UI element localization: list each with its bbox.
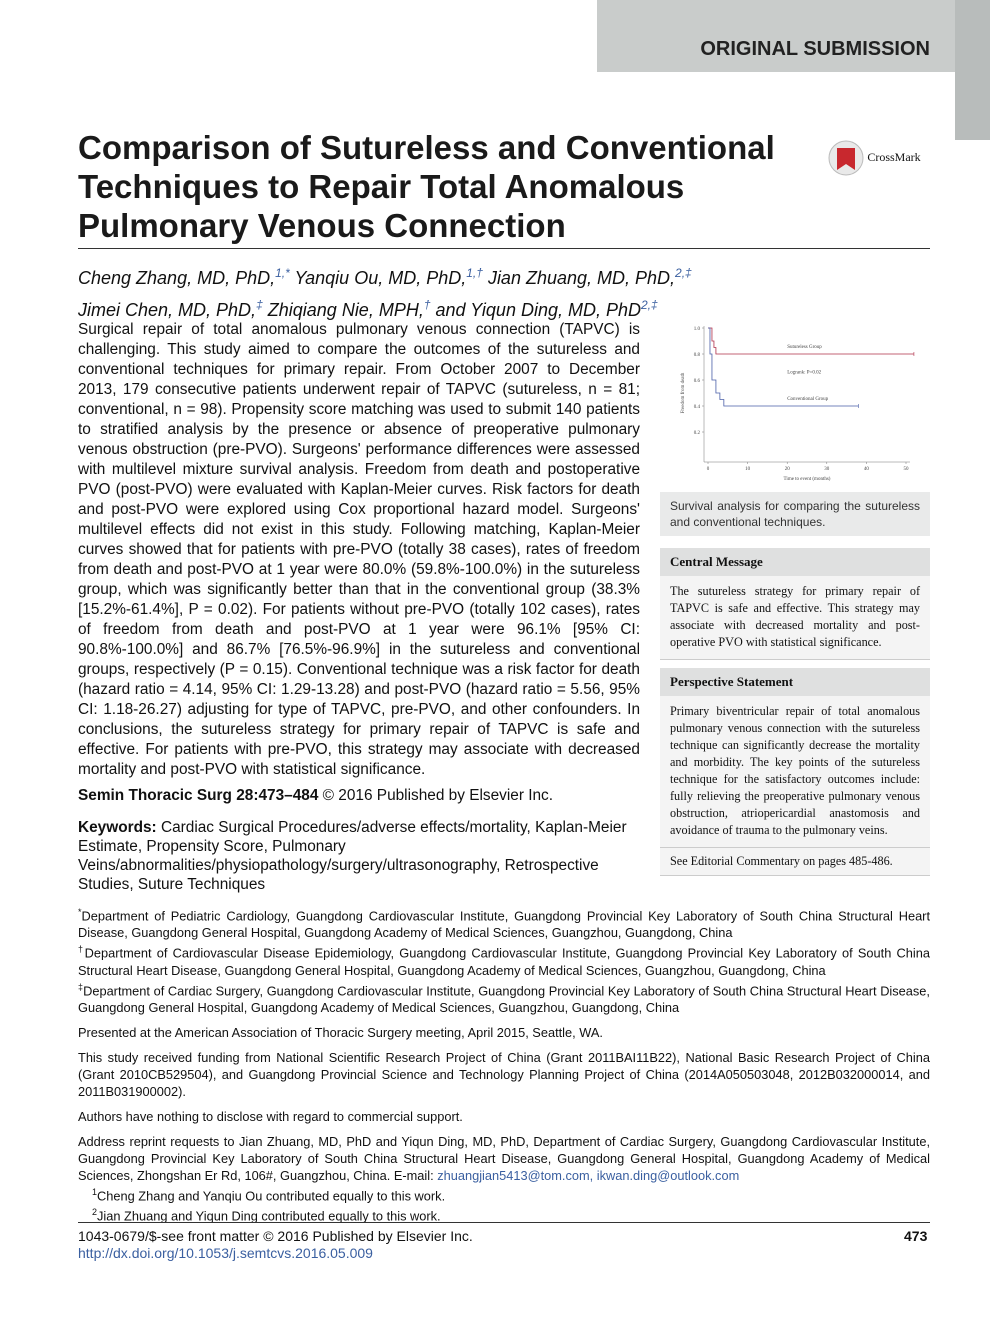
y-axis-label: Freedom from death [681, 372, 686, 413]
x-tick-label: 40 [864, 467, 870, 472]
x-tick-label: 10 [745, 467, 751, 472]
x-tick-label: 30 [824, 467, 830, 472]
symbol: ‡ [78, 981, 84, 992]
affiliations: *Department of Pediatric Cardiology, Gua… [78, 904, 930, 1016]
contribution: 2Jian Zhuang and Yiqun Ding contributed … [78, 1204, 930, 1224]
citation: Semin Thoracic Surg 28:473–484 © 2016 Pu… [78, 787, 553, 805]
figure-caption: Survival analysis for comparing the sutu… [660, 492, 930, 536]
text: Department of Cardiovascular Disease Epi… [78, 945, 930, 978]
y-tick-label: 0.2 [694, 431, 701, 436]
doi[interactable]: http://dx.doi.org/10.1053/j.semtcvs.2016… [78, 1245, 373, 1261]
central-message: Central Message The sutureless strategy … [660, 548, 930, 660]
title: Comparison of Sutureless and Conventiona… [78, 129, 775, 244]
y-tick-label: 0.8 [694, 353, 701, 358]
box-text: Primary biventricular repair of total an… [670, 704, 920, 837]
footnotes: *Department of Pediatric Cardiology, Gua… [78, 904, 930, 1224]
perspective: Perspective Statement Primary biventricu… [660, 668, 930, 848]
author: Yanqiu Ou, MD, PhD, [294, 268, 467, 288]
author: Jian Zhuang, MD, PhD, [487, 268, 676, 288]
keywords: Keywords: Cardiac Surgical Procedures/ad… [78, 818, 640, 894]
author: Zhiqiang Nie, MPH, [267, 300, 424, 320]
survival-line [708, 327, 859, 407]
symbol: 1 [92, 1186, 98, 1197]
symbol: 2 [92, 1207, 98, 1218]
editorial-note: See Editorial Commentary on pages 485-48… [660, 848, 930, 876]
edge-tab [955, 0, 990, 140]
author: Cheng Zhang, MD, PhD, [78, 268, 276, 288]
series-label: Sutureless Group [787, 345, 822, 350]
text: Jian Zhuang and Yiqun Ding contributed e… [97, 1208, 441, 1224]
crossmark-text: CrossMark [867, 150, 921, 165]
text: Department of Pediatric Cardiology, Guan… [78, 908, 930, 941]
author-affiliation: 1,* [275, 266, 290, 280]
box-text: The sutureless strategy for primary repa… [670, 584, 920, 649]
address-text: Address reprint requests to Jian Zhuang,… [78, 1133, 930, 1183]
presented: Presented at the American Association of… [78, 1024, 603, 1040]
funding: This study received funding from Nationa… [78, 1049, 930, 1099]
y-tick-label: 1.0 [694, 327, 701, 332]
issn: 1043-0679/$-see front matter © 2016 Publ… [78, 1228, 473, 1244]
crossmark-icon [828, 140, 864, 176]
text: Department of Cardiac Surgery, Guangdong… [78, 982, 930, 1015]
chart: 0.2 0.4 0.6 0.8 1.0 0 10 20 30 40 50 Time to event … [681, 326, 915, 482]
abstract: Surgical repair of total anomalous pulmo… [78, 321, 640, 778]
x-axis-label: Time to event (months) [784, 477, 831, 482]
affiliation: ‡Department of Cardiac Surgery, Guangdon… [78, 979, 930, 1016]
affiliation: *Department of Pediatric Cardiology, Gua… [78, 904, 930, 941]
author: Jimei Chen, MD, PhD, [78, 300, 257, 320]
author-affiliation: 2,‡ [640, 298, 658, 312]
footer-rule [78, 1222, 930, 1223]
author-affiliation: 1,† [466, 266, 483, 280]
section-label: ORIGINAL SUBMISSION [700, 38, 930, 60]
symbol: † [78, 944, 85, 955]
disclosure: Authors have nothing to disclose with re… [78, 1108, 463, 1124]
crossmark[interactable]: CrossMark [828, 140, 921, 176]
copyright: © 2016 Published by Elsevier Inc. [322, 787, 554, 804]
author-affiliation: 2,‡ [675, 266, 692, 280]
address: Address reprint requests to Jian Zhuang,… [78, 1133, 930, 1184]
y-tick-label: 0.6 [694, 379, 701, 384]
box-heading: Perspective Statement [660, 668, 930, 696]
authors: Cheng Zhang, MD, PhD,1,* Yanqiu Ou, MD, … [78, 260, 838, 324]
rule [78, 248, 930, 249]
symbol: * [78, 907, 82, 917]
series-label: Conventional Group [787, 397, 828, 402]
text: Cheng Zhang and Yanqiu Ou contributed eq… [97, 1188, 446, 1204]
box-heading: Central Message [660, 548, 930, 576]
annotation: Logrank: P=0.02 [787, 371, 821, 376]
affiliation: †Department of Cardiovascular Disease Ep… [78, 941, 930, 978]
survival-line [708, 327, 914, 355]
y-tick-label: 0.4 [694, 405, 701, 410]
author-affiliation: ‡ [256, 298, 263, 312]
keywords-text: Cardiac Surgical Procedures/adverse effe… [78, 819, 627, 893]
x-tick-label: 0 [707, 467, 710, 472]
contribution: 1Cheng Zhang and Yanqiu Ou contributed e… [78, 1184, 930, 1204]
journal: Semin Thoracic Surg 28:473–484 [78, 787, 319, 804]
page-number: 473 [904, 1228, 928, 1244]
keywords-label: Keywords: [78, 819, 157, 836]
author: and Yiqun Ding, MD, PhD [435, 300, 641, 320]
author-affiliation: † [423, 298, 431, 312]
email[interactable]: zhuangjian5413@tom.com, ikwan.ding@outlo… [437, 1167, 740, 1183]
x-tick-label: 20 [785, 467, 791, 472]
header-band: ORIGINAL SUBMISSION [597, 0, 990, 72]
x-tick-label: 50 [904, 467, 910, 472]
